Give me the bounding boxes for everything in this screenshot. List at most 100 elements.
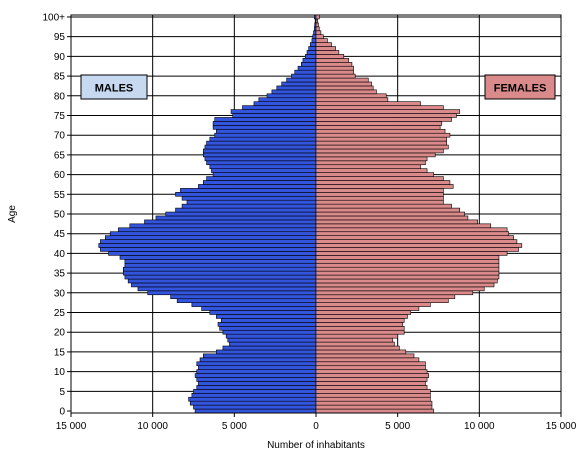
y-tick-label: 45 <box>54 229 66 240</box>
female-bar <box>315 207 461 213</box>
male-bar <box>170 294 317 300</box>
male-bar <box>308 46 317 51</box>
x-tick-label: 5 000 <box>385 421 410 432</box>
female-bar <box>315 259 500 264</box>
male-bar <box>276 85 317 91</box>
male-bar <box>165 211 317 217</box>
male-bar <box>98 243 317 248</box>
male-bar <box>214 132 317 138</box>
female-bar <box>315 18 318 24</box>
female-bar <box>315 168 428 173</box>
x-tick-label: 15 000 <box>56 421 87 432</box>
female-bar <box>315 101 421 106</box>
x-tick-label: 5 000 <box>222 421 247 432</box>
male-bar <box>206 176 317 181</box>
female-bar <box>315 262 500 268</box>
male-bar <box>122 266 317 272</box>
male-bar <box>204 156 317 162</box>
male-bar <box>300 61 317 67</box>
female-bar <box>315 152 436 158</box>
female-bar <box>315 65 354 71</box>
male-bar <box>181 195 317 201</box>
x-tick-label: 10 000 <box>464 421 495 432</box>
male-bar <box>175 192 317 197</box>
male-bar <box>124 274 317 280</box>
male-bar <box>206 160 317 166</box>
male-bar <box>209 164 317 169</box>
y-tick-label: 10 <box>54 367 66 378</box>
female-bar <box>315 117 452 122</box>
female-bar <box>315 22 319 28</box>
male-bar <box>306 50 317 55</box>
female-bar <box>315 144 449 150</box>
female-bar <box>315 329 405 335</box>
males-legend-label: MALES <box>95 83 134 95</box>
female-bar <box>315 385 428 390</box>
male-bar <box>109 231 317 236</box>
y-tick-label: 35 <box>54 269 66 280</box>
female-bar <box>315 396 431 402</box>
y-axis-title: Age <box>7 205 18 223</box>
female-bar <box>315 121 443 126</box>
female-bar <box>315 286 485 292</box>
male-bar <box>266 93 317 99</box>
male-bar <box>124 262 317 268</box>
male-bar <box>181 203 317 209</box>
male-bar <box>229 341 317 347</box>
male-bar <box>230 109 317 114</box>
female-bar <box>315 77 369 83</box>
female-bar <box>315 113 457 118</box>
female-bar <box>315 42 332 47</box>
male-bar <box>206 140 317 146</box>
female-bar <box>315 61 353 67</box>
male-bar <box>118 227 317 233</box>
male-bar <box>201 306 317 311</box>
y-tick-label: 90 <box>54 52 66 63</box>
male-bar <box>253 101 317 106</box>
female-bar <box>315 318 405 323</box>
female-bar <box>315 333 398 339</box>
y-tick-label: 85 <box>54 72 66 83</box>
male-bar <box>193 389 317 394</box>
female-bar <box>315 180 451 185</box>
female-bar <box>315 290 474 296</box>
female-bar <box>315 389 431 394</box>
female-bar <box>315 109 461 114</box>
female-bar <box>315 172 434 177</box>
y-tick-label: 25 <box>54 308 66 319</box>
y-tick-label: 70 <box>54 131 66 142</box>
male-bar <box>311 38 317 43</box>
female-bar <box>315 373 429 378</box>
female-bar <box>315 215 469 221</box>
female-bar <box>315 58 349 63</box>
female-bar <box>315 255 500 260</box>
y-tick-label: 15 <box>54 347 66 358</box>
male-bar <box>191 302 317 307</box>
female-bar <box>315 199 444 205</box>
male-bar <box>312 34 317 39</box>
male-bar <box>100 239 317 244</box>
female-bar <box>315 46 336 51</box>
male-bar <box>191 392 317 398</box>
male-bar <box>232 113 317 118</box>
male-bar <box>194 408 317 414</box>
male-bar <box>212 121 317 126</box>
male-bar <box>176 298 317 303</box>
female-bar <box>315 219 478 225</box>
female-bar <box>315 408 434 414</box>
female-bar <box>315 38 328 43</box>
female-bar <box>315 243 523 248</box>
female-bar <box>315 54 345 59</box>
male-bar <box>209 310 317 315</box>
male-bar <box>193 404 317 410</box>
x-tick-label: 0 <box>313 421 319 432</box>
male-bar <box>127 278 317 284</box>
male-bar <box>137 286 317 292</box>
female-bar <box>315 195 444 201</box>
female-bar <box>315 132 451 138</box>
male-bar <box>219 326 317 331</box>
female-bar <box>315 227 508 233</box>
male-bar <box>196 385 317 390</box>
x-tick-label: 10 000 <box>137 421 168 432</box>
